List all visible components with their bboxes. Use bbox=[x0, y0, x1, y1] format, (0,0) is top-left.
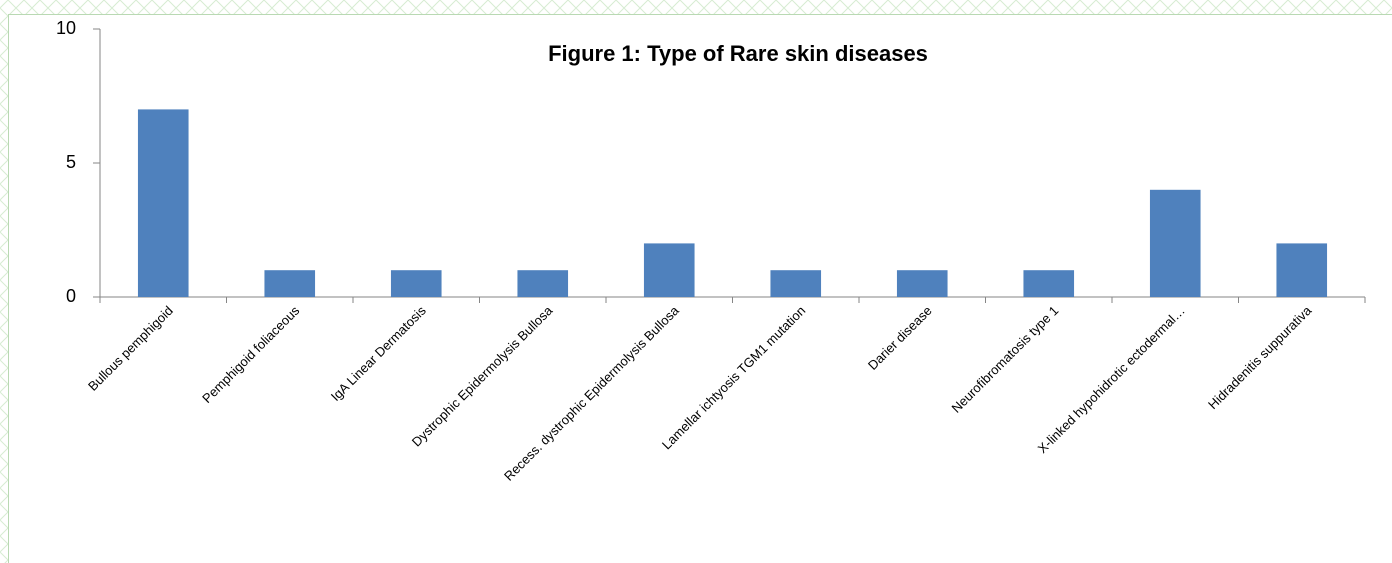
bar bbox=[896, 270, 948, 297]
bar bbox=[643, 243, 695, 297]
bar bbox=[137, 109, 189, 298]
bar bbox=[1276, 243, 1328, 297]
chart-title: Figure 1: Type of Rare skin diseases bbox=[548, 41, 928, 66]
bar bbox=[1023, 270, 1075, 297]
bar bbox=[264, 270, 316, 297]
y-tick-label: 10 bbox=[56, 18, 76, 38]
bar bbox=[517, 270, 569, 297]
y-tick-label: 5 bbox=[66, 152, 76, 172]
bar bbox=[1149, 189, 1201, 297]
bar bbox=[390, 270, 442, 297]
y-tick-label: 0 bbox=[66, 286, 76, 306]
bar bbox=[770, 270, 822, 297]
